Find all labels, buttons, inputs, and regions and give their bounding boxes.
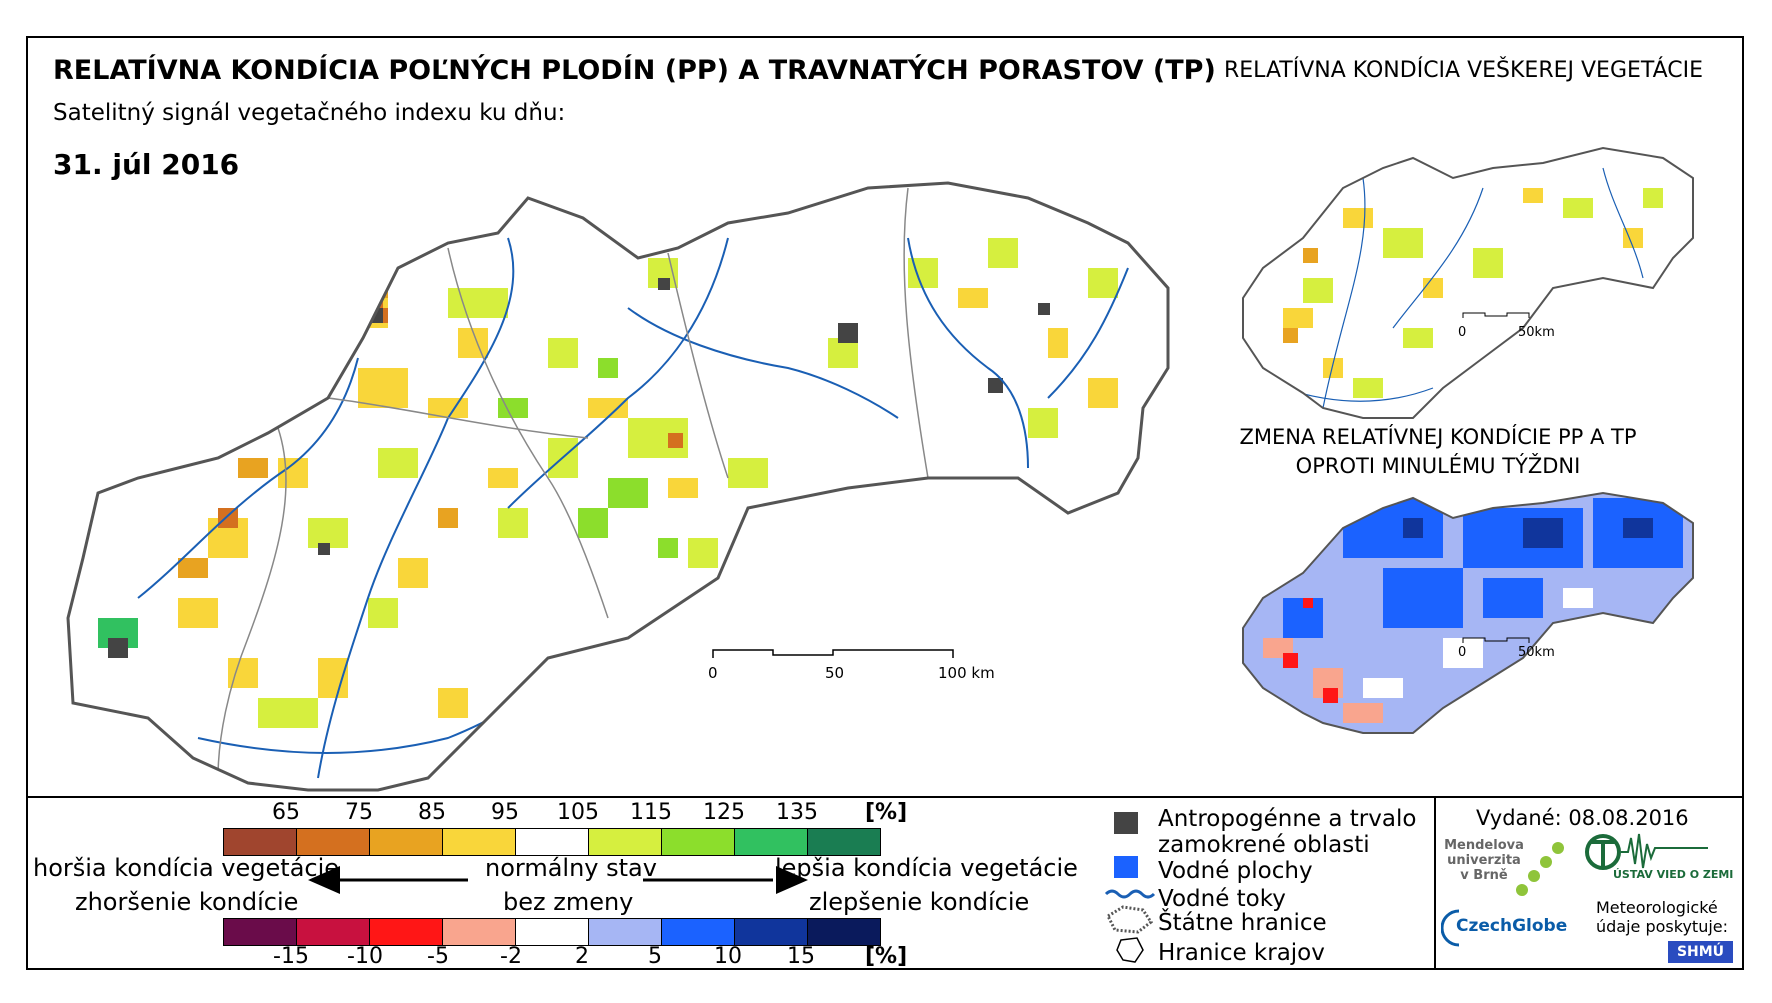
- change-swatch-7: [734, 918, 808, 946]
- inset-change-title-line2: OPROTI MINULÉMU TÝŽDNI: [1295, 454, 1581, 478]
- main-map: [66, 181, 1170, 792]
- condition-tick: 85: [418, 800, 446, 825]
- change-swatch-1: [296, 918, 370, 946]
- water-body-square-icon: [1114, 856, 1138, 878]
- change-tick: 15: [787, 944, 815, 969]
- desc-normal-2: bez zmeny: [503, 888, 634, 916]
- map-date: 31. júl 2016: [53, 148, 240, 181]
- czechglobe-dots-icon: [1516, 842, 1564, 896]
- condition-swatch-7: [734, 828, 808, 856]
- condition-tick: 105: [557, 800, 599, 825]
- condition-unit: [%]: [865, 800, 908, 825]
- map-subtitle: Satelitný signál vegetačného indexu ku d…: [53, 100, 566, 126]
- main-scale-label-0: 0: [708, 664, 718, 682]
- condition-swatch-2: [369, 828, 443, 856]
- change-tick: -2: [500, 944, 522, 969]
- main-scale-label-50: 50: [825, 664, 845, 682]
- change-tick: 10: [714, 944, 742, 969]
- change-swatch-6: [661, 918, 735, 946]
- change-tick: -5: [427, 944, 449, 969]
- change-swatch-4: [515, 918, 589, 946]
- change-legend-bar: [223, 918, 881, 946]
- legend-separator: [28, 796, 1742, 798]
- desc-better-2: zlepšenie kondície: [809, 888, 1030, 916]
- uvgz-logo-text: ÚSTAV VIED O ZEMI: [1613, 868, 1734, 881]
- river-line-icon: [1104, 889, 1156, 899]
- state-border-icon: [1106, 905, 1154, 934]
- condition-swatch-4: [515, 828, 589, 856]
- desc-worse-2: zhoršenie kondície: [75, 888, 299, 916]
- map-frame: RELATÍVNA KONDÍCIA POĽNÝCH PLODÍN (PP) A…: [26, 36, 1744, 970]
- region-border-icon: [1116, 937, 1144, 963]
- change-legend-ticks: -15 -10 -5 -2 2 5 10 15 [%]: [28, 944, 928, 974]
- desc-normal-1: normálny stav: [485, 854, 657, 882]
- czechglobe-logo-text: CzechGlobe: [1456, 916, 1568, 936]
- condition-legend-bar: [223, 828, 881, 856]
- legend-state-border-label: Štátne hranice: [1158, 910, 1327, 936]
- condition-swatch-6: [661, 828, 735, 856]
- desc-worse-1: horšia kondícia vegetácie: [33, 854, 340, 882]
- condition-swatch-5: [588, 828, 662, 856]
- inset-bottom-scale-50: 50km: [1518, 645, 1555, 660]
- meteo-provider-text: Meteorologické údaje poskytuje:: [1596, 898, 1729, 936]
- condition-swatch-3: [442, 828, 516, 856]
- condition-tick: 95: [491, 800, 519, 825]
- anthropogenic-square-icon: [1114, 812, 1138, 834]
- main-map-region-borders: [217, 187, 929, 779]
- legend-water-bodies-label: Vodné plochy: [1158, 858, 1313, 884]
- change-tick: -10: [347, 944, 383, 969]
- legend-anthropogenic-label-2: zamokrené oblasti: [1158, 832, 1370, 858]
- condition-legend-ticks: 65 75 85 95 105 115 125 135 [%]: [28, 800, 928, 830]
- inset-change-title-line1: ZMENA RELATÍVNEJ KONDÍCIE PP A TP: [1239, 425, 1637, 449]
- direction-arrows: [308, 866, 808, 894]
- legend-right-separator: [1434, 796, 1436, 968]
- change-tick: 5: [648, 944, 662, 969]
- shmu-logo: SHMÚ: [1668, 941, 1733, 963]
- inset-change-title: ZMENA RELATÍVNEJ KONDÍCIE PP A TP OPROTI…: [1238, 423, 1638, 481]
- inset-top-scale-0: 0: [1458, 325, 1467, 340]
- inset-top-title: RELATÍVNA KONDÍCIA VEŠKEREJ VEGETÁCIE: [1224, 58, 1704, 83]
- inset-top-scale-50: 50km: [1518, 325, 1555, 340]
- inset-bottom-scale-0: 0: [1458, 645, 1467, 660]
- desc-better-1: lepšia kondícia vegetácie: [775, 854, 1078, 882]
- condition-swatch-8: [807, 828, 881, 856]
- condition-swatch-0: [223, 828, 297, 856]
- legend-anthropogenic-label-1: Antropogénne a trvalo: [1158, 806, 1417, 832]
- condition-tick: 135: [776, 800, 818, 825]
- legend-region-border-label: Hranice krajov: [1158, 940, 1325, 966]
- condition-tick: 65: [272, 800, 300, 825]
- change-swatch-2: [369, 918, 443, 946]
- change-swatch-0: [223, 918, 297, 946]
- mendel-logo-text: Mendelova univerzita v Brně: [1444, 838, 1524, 883]
- main-map-rivers: [137, 237, 1129, 779]
- map-title: RELATÍVNA KONDÍCIA POĽNÝCH PLODÍN (PP) A…: [53, 55, 1216, 86]
- change-tick: 2: [575, 944, 589, 969]
- change-swatch-5: [588, 918, 662, 946]
- change-unit: [%]: [865, 944, 908, 969]
- main-scale-label-100: 100 km: [938, 664, 995, 682]
- czechglobe-arc-icon: [1441, 909, 1460, 947]
- inset-change-map: [1242, 492, 1694, 734]
- condition-swatch-1: [296, 828, 370, 856]
- symbol-legend-icons: [1104, 812, 1156, 963]
- condition-tick: 125: [703, 800, 745, 825]
- main-scale-bar: [712, 649, 954, 658]
- change-tick: -15: [273, 944, 309, 969]
- inset-vegetation-map: [1242, 147, 1694, 419]
- legend-rivers-label: Vodné toky: [1158, 886, 1286, 912]
- condition-tick: 75: [345, 800, 373, 825]
- issued-date: Vydané: 08.08.2016: [1476, 806, 1689, 830]
- uvgz-logo-icon: [1585, 833, 1708, 870]
- change-swatch-3: [442, 918, 516, 946]
- condition-tick: 115: [630, 800, 672, 825]
- change-swatch-8: [807, 918, 881, 946]
